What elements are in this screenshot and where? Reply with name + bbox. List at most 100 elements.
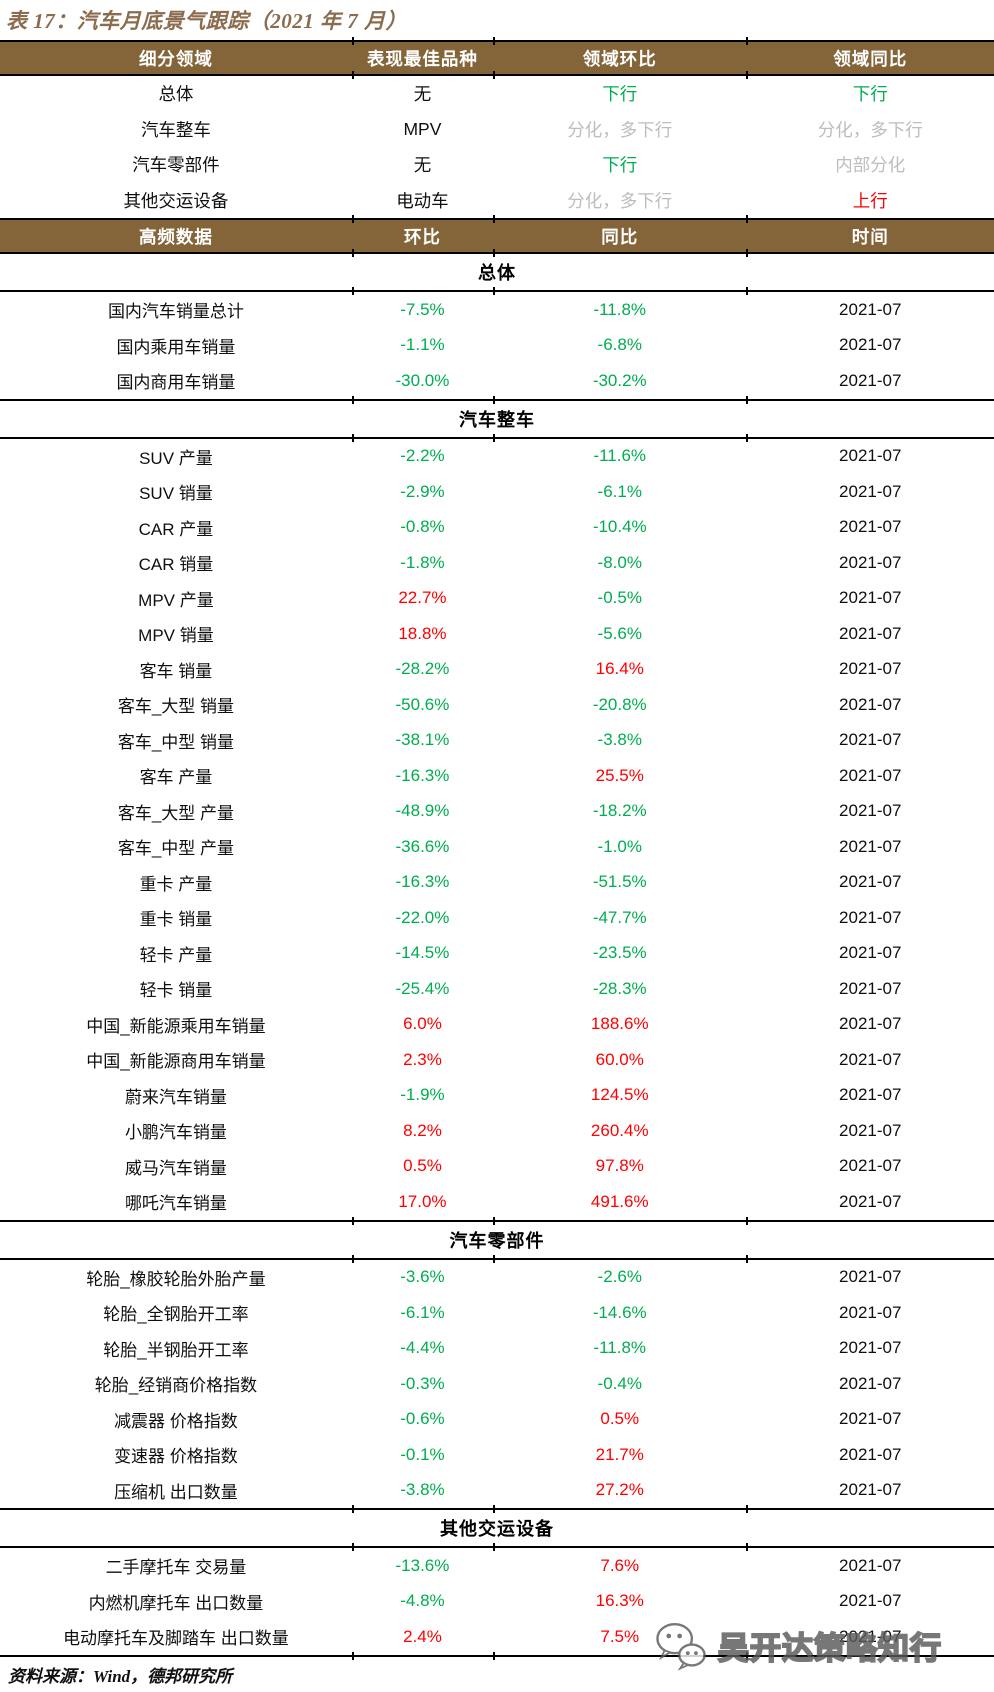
- summary-table-row: 汽车零部件 无 下行 内部分化: [0, 147, 994, 183]
- date-value: 2021-07: [839, 299, 902, 319]
- data-table-row: 客车_大型 产量 -48.9% -18.2% 2021-07: [0, 794, 994, 830]
- summary-rows: 总体 无 下行 下行 汽车整车 MPV 分化，多下行 分化，多下行 汽车零部件 …: [0, 76, 994, 218]
- summary-table-row: 汽车整车 MPV 分化，多下行 分化，多下行: [0, 112, 994, 148]
- yoy-value: -11.8%: [593, 299, 647, 319]
- divider-line: [0, 1216, 994, 1225]
- yoy-value: 60.0%: [595, 1049, 644, 1069]
- date-value: 2021-07: [839, 446, 902, 466]
- date-value: 2021-07: [839, 1120, 902, 1140]
- data-sections: 总体 国内汽车销量总计 -7.5% -11.8% 2021-07 国内乘用车销量…: [0, 254, 994, 1660]
- data-table-row: 客车_大型 销量 -50.6% -20.8% 2021-07: [0, 687, 994, 723]
- divider-line: [0, 249, 994, 257]
- mom-value: -3.8%: [400, 1480, 445, 1500]
- column-tick: [351, 1543, 354, 1551]
- yoy-value: -20.8%: [592, 694, 647, 714]
- yoy-value: -0.5%: [597, 588, 642, 608]
- mom-value: -38.1%: [395, 730, 450, 750]
- date-value: 2021-07: [839, 1338, 902, 1358]
- indicator-label: 客车_中型 销量: [117, 732, 235, 752]
- mom-value: 18.8%: [398, 623, 447, 643]
- date-value: 2021-07: [839, 978, 902, 998]
- mom-value: -16.3%: [395, 765, 450, 785]
- yoy-value: 124.5%: [590, 1085, 649, 1105]
- date-value: 2021-07: [839, 1373, 902, 1393]
- date-value: 2021-07: [839, 1267, 902, 1287]
- mom-value: -13.6%: [395, 1555, 450, 1575]
- header-segment-yoy: 领域同比: [833, 48, 908, 69]
- data-table-row: 客车_中型 销量 -38.1% -3.8% 2021-07: [0, 723, 994, 759]
- data-table-row: 二手摩托车 交易量 -13.6% 7.6% 2021-07: [0, 1548, 994, 1584]
- mom-value: 0.5%: [403, 1156, 442, 1176]
- mom-value: -6.1%: [400, 1302, 445, 1322]
- yoy-value: -3.8%: [597, 730, 642, 750]
- divider-line: [0, 1505, 994, 1513]
- data-table-row: CAR 销量 -1.8% -8.0% 2021-07: [0, 545, 994, 581]
- indicator-label: 重卡 销量: [139, 910, 213, 930]
- column-tick: [351, 395, 354, 404]
- divider-line: [0, 1543, 994, 1551]
- mom-value: -1.8%: [400, 552, 445, 572]
- yoy-value: 21.7%: [595, 1444, 644, 1464]
- indicator-label: 国内商用车销量: [116, 373, 236, 393]
- yoy-value: 25.5%: [595, 765, 644, 785]
- column-tick: [493, 433, 496, 442]
- yoy-value: 97.8%: [595, 1156, 644, 1176]
- date-value: 2021-07: [839, 370, 902, 390]
- mom-value: 2.3%: [403, 1049, 442, 1069]
- date-value: 2021-07: [839, 552, 902, 572]
- divider-line: [0, 215, 994, 223]
- mom-value: -7.5%: [400, 299, 445, 319]
- yoy-value: -28.3%: [592, 978, 647, 998]
- best-variety-value: MPV: [403, 118, 442, 139]
- indicator-label: MPV 销量: [138, 626, 214, 646]
- data-table-row: 中国_新能源乘用车销量 6.0% 188.6% 2021-07: [0, 1007, 994, 1043]
- yoy-value: 260.4%: [590, 1120, 649, 1140]
- header-date: 时间: [851, 226, 889, 247]
- summary-table-row: 总体 无 下行 下行: [0, 76, 994, 112]
- date-value: 2021-07: [839, 1409, 902, 1429]
- data-table-row: 小鹏汽车销量 8.2% 260.4% 2021-07: [0, 1113, 994, 1149]
- column-tick: [746, 433, 749, 442]
- yoy-value: -30.2%: [592, 370, 647, 390]
- yoy-value: -14.6%: [592, 1302, 647, 1322]
- data-table-row: 国内商用车销量 -30.0% -30.2% 2021-07: [0, 363, 994, 399]
- date-value: 2021-07: [839, 1626, 902, 1646]
- indicator-label: 重卡 产量: [139, 874, 213, 894]
- indicator-label: 内燃机摩托车 出口数量: [88, 1593, 264, 1613]
- data-table-row: 压缩机 出口数量 -3.8% 27.2% 2021-07: [0, 1473, 994, 1509]
- mom-value: -1.1%: [400, 335, 445, 355]
- data-table-row: MPV 销量 18.8% -5.6% 2021-07: [0, 616, 994, 652]
- indicator-label: 威马汽车销量: [124, 1158, 227, 1178]
- yoy-value: 27.2%: [595, 1480, 644, 1500]
- column-tick: [351, 433, 354, 442]
- header-segment: 细分领域: [138, 48, 213, 69]
- data-table-row: 变速器 价格指数 -0.1% 21.7% 2021-07: [0, 1437, 994, 1473]
- mom-value: -0.1%: [400, 1444, 445, 1464]
- indicator-label: 轮胎_经销商价格指数: [94, 1376, 258, 1396]
- column-tick: [351, 215, 354, 223]
- mom-value: -16.3%: [395, 872, 450, 892]
- mom-value: -48.9%: [395, 801, 450, 821]
- column-tick: [746, 1651, 749, 1660]
- column-tick: [493, 1216, 496, 1225]
- indicator-label: CAR 销量: [138, 555, 214, 575]
- date-value: 2021-07: [839, 1049, 902, 1069]
- column-tick: [746, 215, 749, 223]
- indicator-label: 二手摩托车 交易量: [105, 1558, 247, 1578]
- section-title: 其他交运设备: [440, 1519, 554, 1539]
- segment-mom-value: 下行: [602, 155, 638, 176]
- column-tick: [746, 1543, 749, 1551]
- mom-value: -25.4%: [395, 978, 450, 998]
- header-hf-data: 高频数据: [138, 226, 213, 247]
- divider-line: [0, 395, 994, 404]
- mom-value: -30.0%: [395, 370, 450, 390]
- header-yoy: 同比: [601, 226, 639, 247]
- date-value: 2021-07: [839, 659, 902, 679]
- mom-value: -36.6%: [395, 836, 450, 856]
- yoy-value: 0.5%: [600, 1409, 640, 1429]
- date-value: 2021-07: [839, 1085, 902, 1105]
- data-table-row: 重卡 产量 -16.3% -51.5% 2021-07: [0, 865, 994, 901]
- date-value: 2021-07: [839, 907, 902, 927]
- date-value: 2021-07: [839, 801, 902, 821]
- indicator-label: 客车_大型 销量: [117, 697, 235, 717]
